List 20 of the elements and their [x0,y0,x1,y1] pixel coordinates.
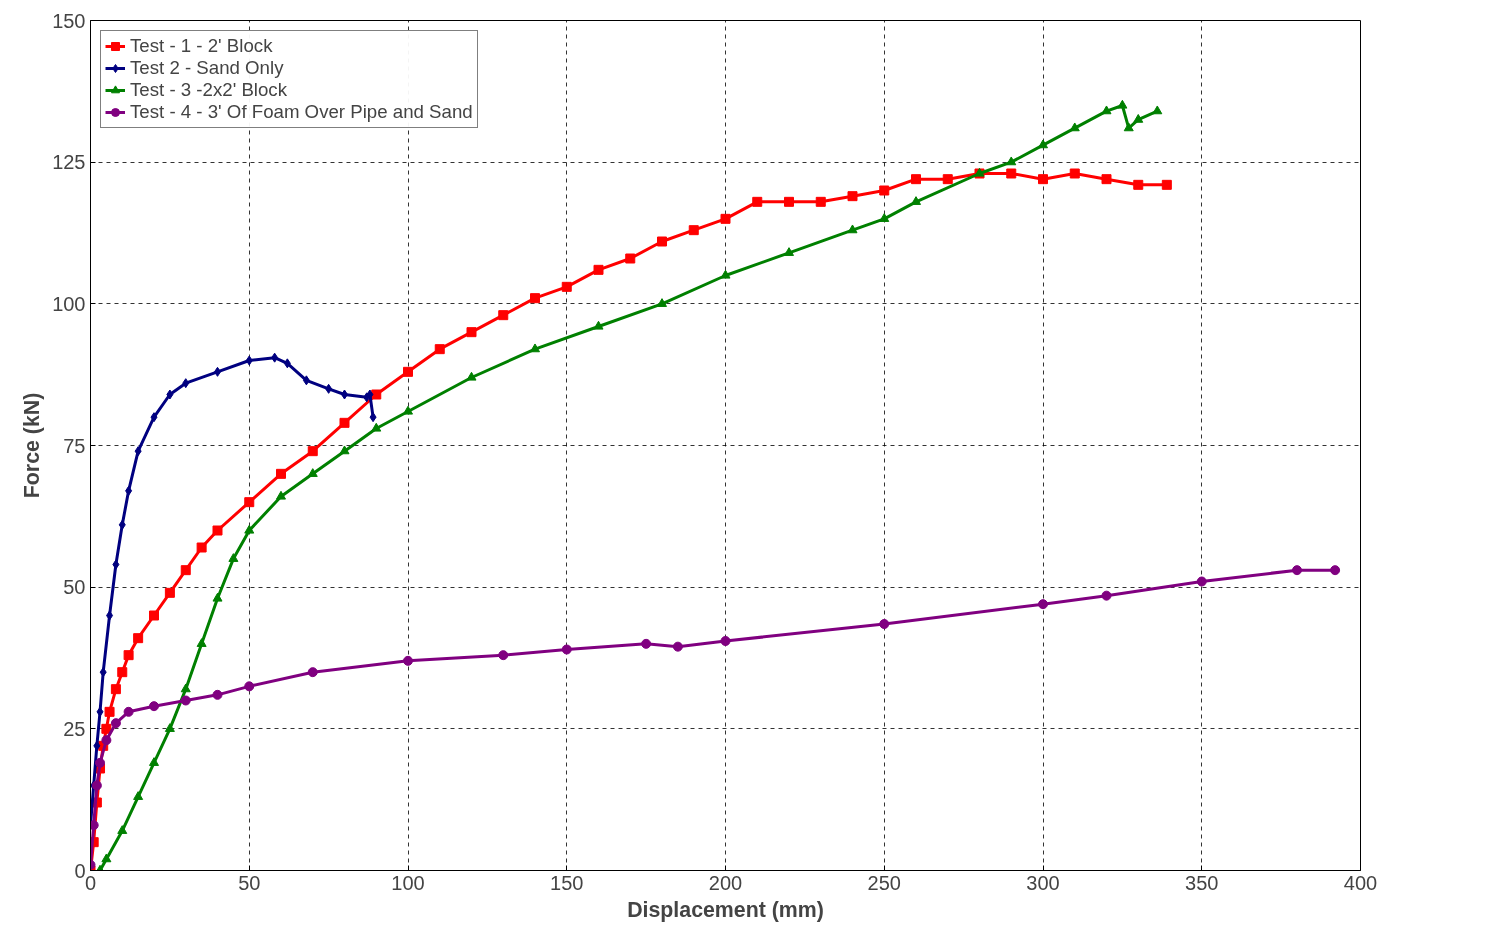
legend-label: Test 2 - Sand Only [130,57,284,79]
y-tick-label: 150 [52,9,86,32]
legend-label: Test - 4 - 3' Of Foam Over Pipe and Sand [130,101,473,123]
x-tick-label: 350 [1185,871,1219,894]
y-tick-label: 75 [63,434,86,457]
x-tick-label: 300 [1026,871,1060,894]
x-tick-label: 50 [238,871,261,894]
y-tick-label: 125 [52,151,86,174]
x-tick-label: 400 [1343,871,1378,894]
y-tick-label: 50 [63,576,86,599]
legend-label: Test - 3 -2x2' Block [130,79,288,101]
y-tick-label: 100 [52,292,86,315]
legend-label: Test - 1 - 2' Block [130,35,273,57]
y-tick-label: 25 [63,717,86,740]
y-axis-title: Force (kN) [20,392,45,499]
x-tick-label: 100 [391,871,425,894]
x-tick-label: 250 [867,871,901,894]
x-axis-title: Displacement (mm) [627,897,824,922]
x-tick-label: 200 [708,871,743,894]
x-tick-label: 150 [550,871,584,894]
